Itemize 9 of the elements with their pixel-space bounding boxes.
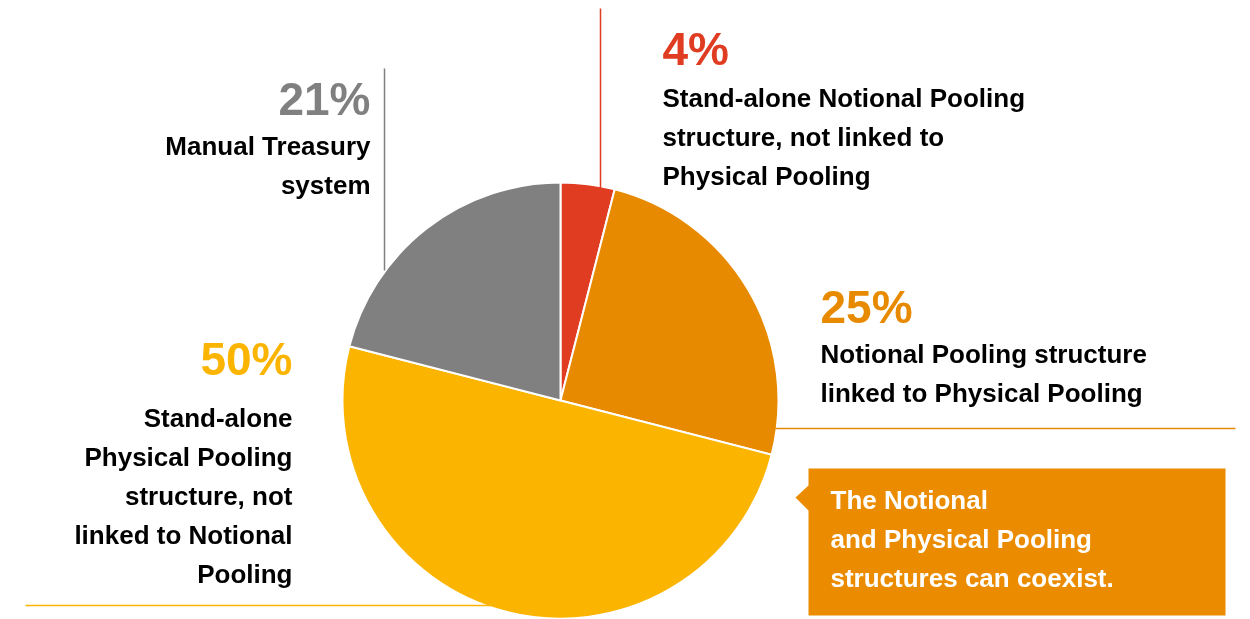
- data-label: 50%: [200, 332, 293, 385]
- slice-label: Notional Pooling structure linked to Physical Pooling: [820, 338, 1147, 408]
- data-label: 25%: [820, 280, 913, 333]
- data-label: 21%: [278, 72, 371, 125]
- text: The Notional and Physical Pooling structures can coexist.: [830, 484, 1114, 593]
- slice-label: Stand-alone Notional Pooling structure, not linked to Physical Pooling: [662, 82, 1026, 191]
- data-label: 4%: [662, 22, 729, 75]
- slice-label: Manual Treasury system: [165, 130, 372, 200]
- slice-label: Stand-alone Physical Pooling structure, not linked to Notional Pooling: [74, 402, 293, 589]
